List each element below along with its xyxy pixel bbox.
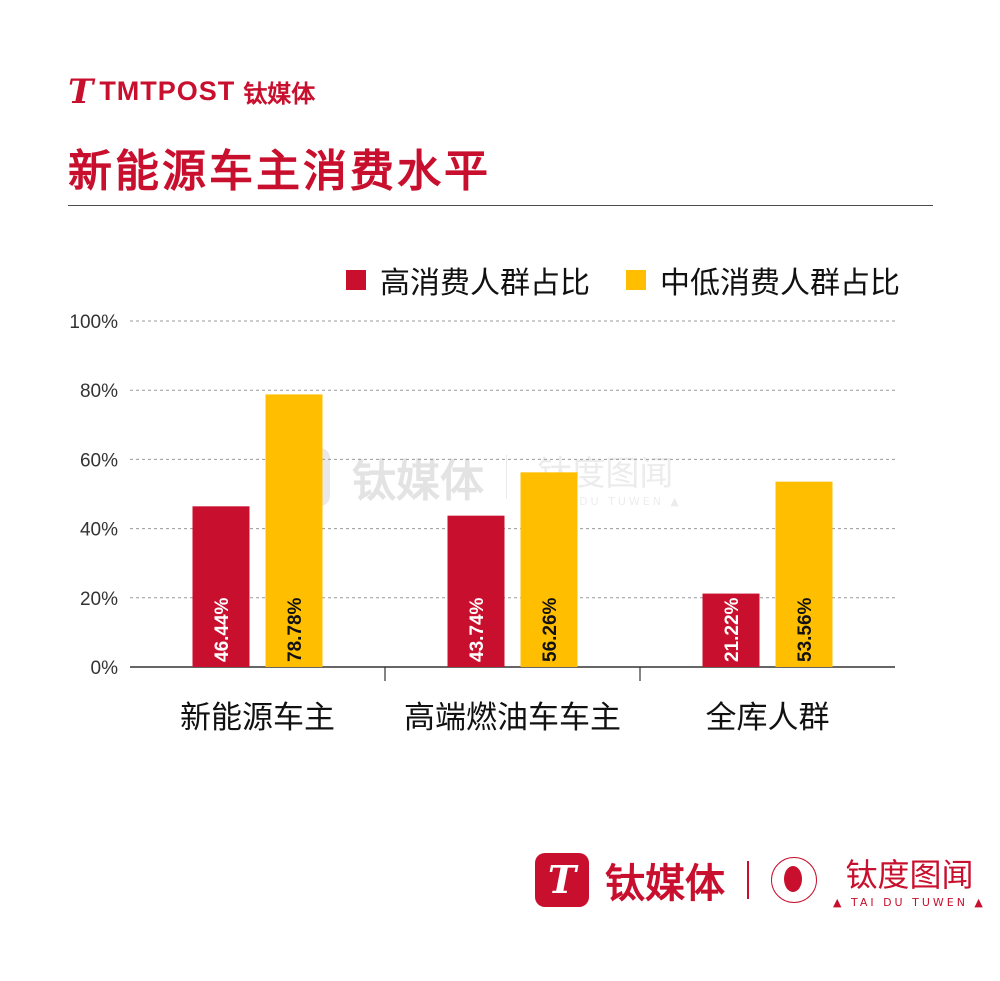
tdtw-eye-icon <box>771 856 817 903</box>
legend-item-high: 高消费人群占比 <box>346 258 590 302</box>
category-label: 高端燃油车车主 <box>404 700 621 736</box>
watermark-separator <box>506 455 507 499</box>
category-label: 新能源车主 <box>180 700 335 736</box>
legend-label-high: 高消费人群占比 <box>380 266 590 301</box>
bar <box>520 472 578 667</box>
data-label: 78.78% <box>285 597 306 662</box>
y-tick-label: 40% <box>80 520 118 541</box>
y-tick-label: 60% <box>80 450 118 471</box>
tmtpost-logo-icon: T <box>68 71 94 112</box>
bar <box>702 593 760 667</box>
title-divider <box>68 205 933 206</box>
logo-brand-text: TMTPOST <box>99 76 236 106</box>
category-label: 全库人群 <box>706 700 830 736</box>
bar <box>775 481 833 667</box>
legend-item-midlow: 中低消费人群占比 <box>626 258 900 302</box>
footer-tdtw-en: ▲ TAI DU TUWEN ▲ <box>833 896 986 909</box>
chart-legend: 高消费人群占比 中低消费人群占比 <box>346 258 900 302</box>
legend-swatch-high <box>346 270 366 290</box>
footer-brand-name: 钛媒体 <box>605 860 725 907</box>
bar <box>265 394 323 667</box>
data-label: 43.74% <box>467 597 488 662</box>
footer-tdtw-cn: 钛度图闻 <box>845 856 974 894</box>
data-label: 56.26% <box>540 597 561 662</box>
footer-logo-icon: T <box>535 852 589 907</box>
y-tick-label: 20% <box>80 589 118 610</box>
y-tick-label: 100% <box>69 312 118 333</box>
data-label: 46.44% <box>212 597 233 662</box>
footer-logos: T 钛媒体 钛度图闻 ▲ TAI DU TUWEN ▲ <box>535 850 986 909</box>
bar <box>192 506 250 667</box>
data-label: 53.56% <box>795 597 816 662</box>
y-tick-label: 0% <box>91 658 119 679</box>
footer-tdtw: 钛度图闻 ▲ TAI DU TUWEN ▲ <box>833 850 986 909</box>
watermark-name: 钛媒体 <box>352 456 484 507</box>
data-label: 21.22% <box>722 597 743 662</box>
legend-label-midlow: 中低消费人群占比 <box>660 266 900 301</box>
bar <box>447 515 505 667</box>
chart-title: 新能源车主消费水平 <box>68 146 491 197</box>
logo-cn-text: 钛媒体 <box>243 80 316 108</box>
y-tick-label: 80% <box>80 381 118 402</box>
legend-swatch-midlow <box>626 270 646 290</box>
footer-separator <box>747 860 749 899</box>
tmtpost-logo: T TMTPOST 钛媒体 <box>68 74 315 109</box>
